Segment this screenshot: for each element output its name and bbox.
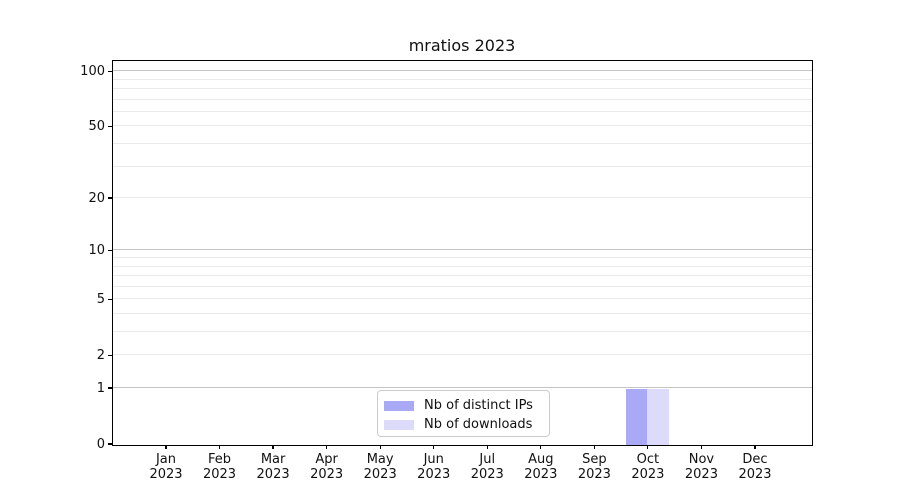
y-grid-major: [112, 387, 812, 388]
y-tick-label: 2: [96, 347, 105, 363]
y-grid-minor: [112, 275, 812, 277]
y-grid-minor: [112, 165, 812, 167]
x-tick-label: Jun 2023: [417, 452, 451, 482]
y-grid-minor: [112, 285, 812, 287]
x-tick-label: Nov 2023: [684, 452, 718, 482]
legend-entry: Nb of downloads: [384, 415, 549, 434]
y-tick-mark: [108, 354, 112, 356]
x-tick-label: Feb 2023: [202, 452, 237, 482]
y-tick-label: 5: [96, 291, 105, 307]
y-grid-minor: [112, 257, 812, 258]
legend-label: Nb of distinct IPs: [424, 398, 533, 413]
y-grid-labeled: [112, 298, 812, 300]
bar-downloads: [647, 388, 669, 445]
y-tick-mark: [108, 387, 112, 389]
y-grid-minor: [112, 143, 812, 145]
y-grid-labeled: [112, 197, 812, 199]
x-tick-label: Mar 2023: [256, 452, 290, 482]
x-tick-mark: [272, 445, 274, 449]
x-tick-label: Apr 2023: [310, 452, 344, 482]
y-grid-minor: [112, 98, 812, 100]
x-tick-label: Jan 2023: [149, 452, 183, 482]
y-tick-mark: [108, 125, 112, 127]
x-tick-mark: [647, 445, 649, 449]
x-tick-mark: [700, 445, 703, 449]
x-tick-mark: [379, 445, 381, 449]
y-tick-label: 20: [88, 190, 105, 206]
y-grid-minor: [112, 110, 812, 112]
x-tick-mark: [540, 445, 542, 449]
y-grid-labeled: [112, 125, 812, 127]
x-tick-mark: [165, 445, 167, 449]
x-tick-mark: [486, 445, 488, 449]
y-tick-label: 100: [80, 63, 105, 79]
y-tick-mark: [108, 70, 112, 72]
x-tick-mark: [218, 445, 221, 449]
x-tick-label: Dec 2023: [738, 452, 772, 482]
plot-area: [111, 59, 813, 446]
legend-label: Nb of downloads: [424, 417, 533, 432]
y-grid-minor: [112, 78, 812, 80]
y-grid-minor: [112, 312, 812, 314]
y-grid-minor: [112, 88, 812, 90]
y-tick-mark: [108, 197, 112, 199]
x-tick-label: Jul 2023: [470, 452, 504, 482]
y-tick-mark: [108, 298, 112, 300]
y-grid-major: [112, 70, 812, 72]
x-tick-mark: [433, 445, 435, 449]
x-tick-label: Oct 2023: [631, 452, 665, 482]
x-tick-mark: [593, 445, 595, 449]
y-tick-label: 1: [96, 380, 105, 396]
bar-distinct-ips: [626, 388, 648, 445]
x-tick-label: Sep 2023: [577, 452, 611, 482]
chart-title: mratios 2023: [408, 36, 516, 55]
y-tick-label: 0: [96, 436, 105, 452]
y-tick-label: 50: [88, 118, 105, 134]
y-grid-labeled: [112, 354, 812, 356]
y-grid-minor: [112, 331, 812, 333]
y-tick-mark: [108, 443, 112, 445]
y-grid-major: [112, 249, 812, 251]
legend-swatch-downloads: [384, 419, 414, 430]
x-tick-mark: [326, 445, 328, 449]
x-tick-label: May 2023: [363, 452, 397, 482]
y-grid-minor: [112, 265, 812, 267]
legend-entry: Nb of distinct IPs: [384, 396, 549, 415]
x-tick-label: Aug 2023: [524, 452, 558, 482]
y-tick-label: 10: [88, 242, 105, 258]
legend: Nb of distinct IPs Nb of downloads: [377, 390, 550, 437]
y-tick-mark: [108, 249, 112, 251]
x-tick-mark: [754, 445, 756, 449]
legend-swatch-distinct-ips: [384, 400, 414, 411]
